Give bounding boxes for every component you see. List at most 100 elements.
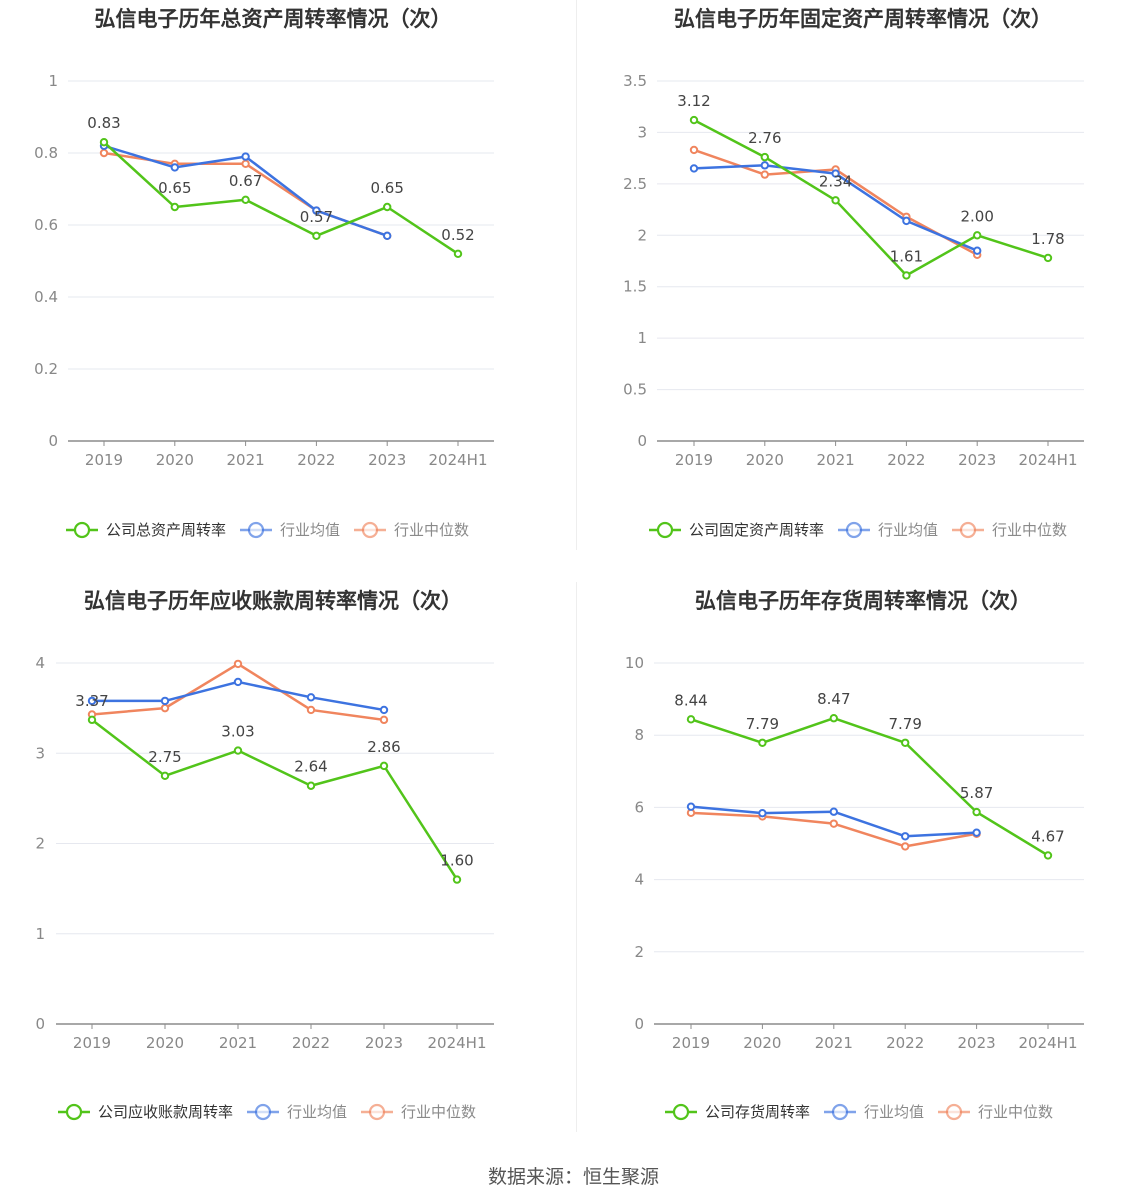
company-series-point[interactable] <box>453 249 463 259</box>
company-series-point[interactable] <box>312 231 321 241</box>
legend-item-industry-average-series[interactable]: 行业均值 <box>838 521 938 539</box>
data-label: 0.52 <box>441 226 474 244</box>
industry-median-series-point[interactable] <box>241 159 250 169</box>
x-tick-label: 2019 <box>675 451 713 469</box>
industry-average-series-point[interactable] <box>233 677 243 687</box>
y-tick-label: 8 <box>634 726 644 744</box>
chart-receivables-turnover: 弘信电子历年应收账款周转率情况（次） 0 1 2 3 4 2019 2020 2021 2022 2… <box>0 580 573 1140</box>
legend-item-industry-average-series[interactable]: 行业均值 <box>240 521 340 539</box>
industry-average-series-point[interactable] <box>160 696 170 706</box>
company-series-point[interactable] <box>973 231 982 240</box>
company-series-point[interactable] <box>233 746 243 755</box>
chart-title: 弘信电子历年存货周转率情况（次） <box>695 589 1031 613</box>
industry-median-series-point[interactable] <box>901 842 910 851</box>
legend-item-industry-median-series[interactable]: 行业中位数 <box>952 521 1067 539</box>
legend-label: 行业均值 <box>878 521 938 539</box>
industry-median-series-point[interactable] <box>829 819 838 828</box>
legend-marker-icon <box>845 521 863 539</box>
legend-item-company-series[interactable]: 公司应收账款周转率 <box>58 1103 233 1121</box>
chart-title: 弘信电子历年总资产周转率情况（次） <box>95 7 452 31</box>
legend-item-industry-median-series[interactable]: 行业中位数 <box>354 521 469 539</box>
industry-average-series-point[interactable] <box>760 161 770 170</box>
x-tick-label: 2024H1 <box>429 451 488 469</box>
industry-median-series-point[interactable] <box>689 145 699 155</box>
industry-average-series-point[interactable] <box>689 164 699 173</box>
legend-item-company-series[interactable]: 公司总资产周转率 <box>66 521 226 539</box>
x-tick-label: 2019 <box>73 1034 111 1052</box>
company-series-point[interactable] <box>760 152 770 162</box>
y-tick-label: 0.6 <box>34 216 58 234</box>
legend-label: 行业中位数 <box>401 1103 476 1121</box>
company-series-point[interactable] <box>99 138 109 147</box>
company-series-point[interactable] <box>306 781 316 790</box>
chart-title: 弘信电子历年固定资产周转率情况（次） <box>674 7 1052 31</box>
industry-median-series-point[interactable] <box>99 148 109 158</box>
industry-average-series-point[interactable] <box>241 152 250 161</box>
industry-average-series-point[interactable] <box>306 693 316 702</box>
data-label: 3.03 <box>221 723 254 741</box>
legend-item-industry-average-series[interactable]: 行业均值 <box>247 1103 347 1121</box>
vertical-divider-bottom <box>576 582 577 1132</box>
company-series-point[interactable] <box>160 771 170 781</box>
y-tick-label: 3 <box>35 744 45 762</box>
data-label: 3.37 <box>75 692 108 710</box>
data-label: 7.79 <box>746 715 779 733</box>
legend-item-industry-average-series[interactable]: 行业均值 <box>824 1103 924 1121</box>
industry-median-series-point[interactable] <box>160 703 170 713</box>
y-tick-label: 6 <box>634 798 644 816</box>
y-tick-label: 4 <box>35 654 45 672</box>
industry-median-series-point[interactable] <box>379 715 389 725</box>
company-series-point[interactable] <box>902 271 911 280</box>
industry-median-series-point[interactable] <box>233 659 243 669</box>
company-series-point[interactable] <box>379 761 389 771</box>
company-series-point[interactable] <box>241 195 250 205</box>
y-tick-label: 0 <box>35 1015 45 1033</box>
company-series-point[interactable] <box>87 715 97 725</box>
company-series-point[interactable] <box>686 715 696 724</box>
legend-item-company-series[interactable]: 公司存货周转率 <box>665 1103 810 1121</box>
company-series-point[interactable] <box>758 738 767 747</box>
industry-median-series-point[interactable] <box>760 170 770 179</box>
x-tick-label: 2023 <box>365 1034 403 1052</box>
legend-item-company-series[interactable]: 公司固定资产周转率 <box>649 521 824 539</box>
company-series-point[interactable] <box>972 807 981 817</box>
company-series-point[interactable] <box>1043 253 1053 263</box>
chart-title: 弘信电子历年应收账款周转率情况（次） <box>84 589 462 613</box>
industry-average-series-point[interactable] <box>758 808 767 818</box>
industry-average-series-point[interactable] <box>972 828 981 837</box>
company-series-point[interactable] <box>689 115 699 125</box>
industry-average-series-point[interactable] <box>383 231 392 241</box>
chart-svg: 弘信电子历年总资产周转率情况（次） 0 0.2 0.4 0.6 0.8 1 2019 2020 2… <box>34 7 494 539</box>
industry-average-series-point[interactable] <box>902 216 911 226</box>
x-tick-label: 2020 <box>743 1034 781 1052</box>
chart-inventory-turnover: 弘信电子历年存货周转率情况（次） 0 2 4 6 8 10 2019 2020 2021 2022 2… <box>577 580 1147 1140</box>
industry-median-series-line <box>690 811 977 848</box>
company-series-point[interactable] <box>829 714 838 723</box>
legend-marker-icon <box>254 1103 272 1121</box>
industry-average-series-point[interactable] <box>170 163 180 172</box>
company-series-point[interactable] <box>1043 851 1053 860</box>
legend-item-industry-median-series[interactable]: 行业中位数 <box>361 1103 476 1121</box>
industry-average-series-point[interactable] <box>379 705 389 715</box>
chart-total-asset-turnover: 弘信电子历年总资产周转率情况（次） 0 0.2 0.4 0.6 0.8 1 2019 2020 2… <box>0 0 573 555</box>
company-series-point[interactable] <box>452 875 462 884</box>
legend-marker-icon <box>247 521 265 539</box>
legend-item-industry-median-series[interactable]: 行业中位数 <box>938 1103 1053 1121</box>
company-series-point[interactable] <box>383 202 392 212</box>
legend-label: 行业均值 <box>864 1103 924 1121</box>
industry-average-series-point[interactable] <box>312 206 321 215</box>
data-label: 8.44 <box>674 691 707 709</box>
industry-average-series-point[interactable] <box>973 246 982 255</box>
company-series-point[interactable] <box>901 738 910 747</box>
industry-average-series-point[interactable] <box>831 169 840 178</box>
y-tick-label: 0.2 <box>34 360 58 378</box>
industry-average-series-point[interactable] <box>87 696 97 706</box>
industry-average-series-point[interactable] <box>901 832 910 841</box>
industry-average-series-point[interactable] <box>686 802 696 811</box>
data-label: 0.65 <box>370 179 403 197</box>
company-series-point[interactable] <box>170 202 180 212</box>
x-tick-label: 2022 <box>887 451 925 469</box>
industry-average-series-point[interactable] <box>829 807 838 816</box>
company-series-point[interactable] <box>831 196 840 205</box>
industry-median-series-point[interactable] <box>306 705 316 715</box>
